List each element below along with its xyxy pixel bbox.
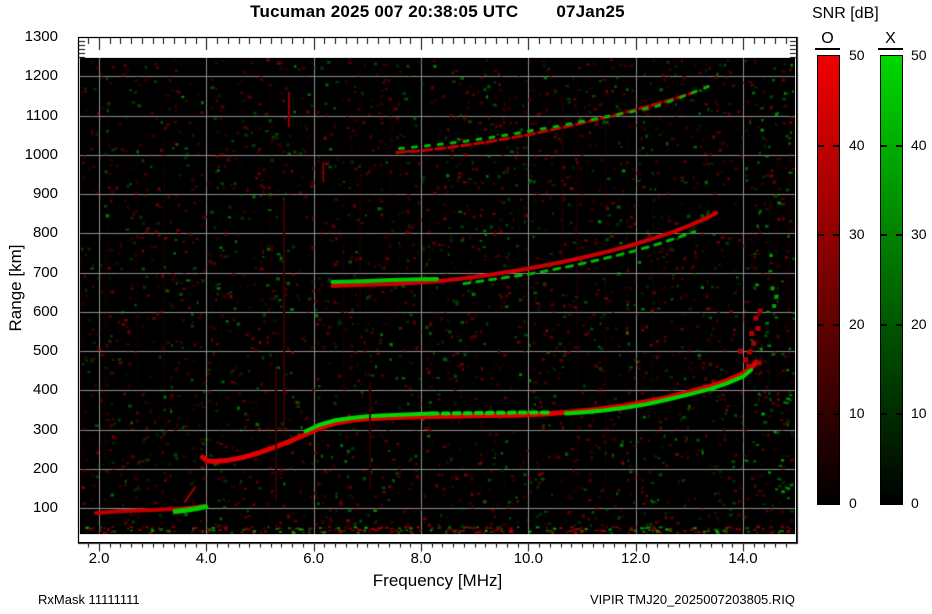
x-mode-label: X (878, 30, 903, 50)
y-tick-label: 1300 (24, 28, 58, 45)
x-tick-label: 12.0 (621, 550, 651, 567)
y-tick-label: 600 (32, 302, 58, 320)
colorbar-tick-mark (818, 323, 824, 326)
colorbar-tick-label: 50 (849, 47, 865, 63)
colorbar-tick-mark (833, 323, 839, 326)
y-tick-label: 1100 (25, 106, 58, 124)
colorbar-tick-label: 10 (911, 405, 927, 422)
y-tick-label: 1200 (24, 67, 58, 85)
y-tick-label: 1000 (24, 145, 58, 163)
x-mode-colorbar (880, 55, 903, 505)
x-tick-label: 14.0 (728, 550, 758, 567)
colorbar-tick-mark (833, 144, 839, 147)
colorbar-tick-label: 10 (849, 405, 865, 422)
colorbar-tick-label: 20 (911, 315, 927, 332)
x-tick-label: 6.0 (303, 550, 325, 567)
colorbar-tick-label: 40 (911, 136, 927, 153)
x-tick-label: 2.0 (88, 550, 110, 567)
colorbar-tick-label: 0 (849, 495, 857, 511)
y-axis-label: Range [km] (6, 244, 25, 332)
colorbar-tick-mark (896, 234, 902, 237)
ionogram-data-area (80, 58, 795, 534)
title-text: Tucuman 2025 007 20:38:05 UTC (250, 2, 519, 21)
y-tick-label: 400 (32, 381, 58, 399)
y-tick-label: 300 (32, 420, 58, 438)
title-date: 07Jan25 (556, 2, 625, 21)
plot-title: Tucuman 2025 007 20:38:05 UTC 07Jan25 (78, 2, 797, 22)
x-tick-label: 8.0 (410, 550, 432, 567)
colorbar-tick-mark (896, 323, 902, 326)
x-axis-label: Frequency [MHz] (372, 571, 503, 590)
y-tick-label: 200 (32, 459, 58, 477)
colorbar-tick-label: 50 (911, 47, 927, 63)
colorbar-tick-mark (818, 413, 824, 416)
o-mode-label: O (815, 30, 840, 50)
colorbar-tick-mark (818, 234, 824, 237)
y-tick-label: 100 (32, 499, 58, 517)
colorbar-tick-label: 30 (911, 226, 927, 243)
colorbar-tick-mark (881, 234, 887, 237)
rxmask-text: RxMask 11111111 (38, 592, 140, 607)
colorbar-tick-mark (896, 413, 902, 416)
colorbar-tick-mark (833, 413, 839, 416)
colorbar-tick-mark (833, 234, 839, 237)
o-mode-colorbar (817, 55, 840, 505)
colorbar-tick-label: 20 (849, 315, 865, 332)
colorbar-tick-mark (881, 413, 887, 416)
y-tick-label: 800 (32, 224, 58, 242)
colorbar-title: SNR [dB] (812, 5, 879, 22)
colorbar-tick-label: 40 (849, 136, 865, 153)
colorbar-tick-label: 0 (911, 495, 919, 511)
colorbar-tick-mark (818, 144, 824, 147)
colorbar-tick-mark (881, 323, 887, 326)
y-tick-label: 900 (32, 185, 58, 203)
filename-text: VIPIR TMJ20_2025007203805.RIQ (590, 592, 796, 607)
x-tick-label: 10.0 (513, 550, 543, 567)
y-tick-label: 700 (32, 263, 58, 281)
colorbar-tick-mark (896, 144, 902, 147)
colorbar-tick-label: 30 (849, 226, 865, 243)
colorbar-tick-mark (881, 144, 887, 147)
y-tick-label: 500 (32, 342, 58, 360)
x-tick-label: 4.0 (195, 550, 217, 567)
